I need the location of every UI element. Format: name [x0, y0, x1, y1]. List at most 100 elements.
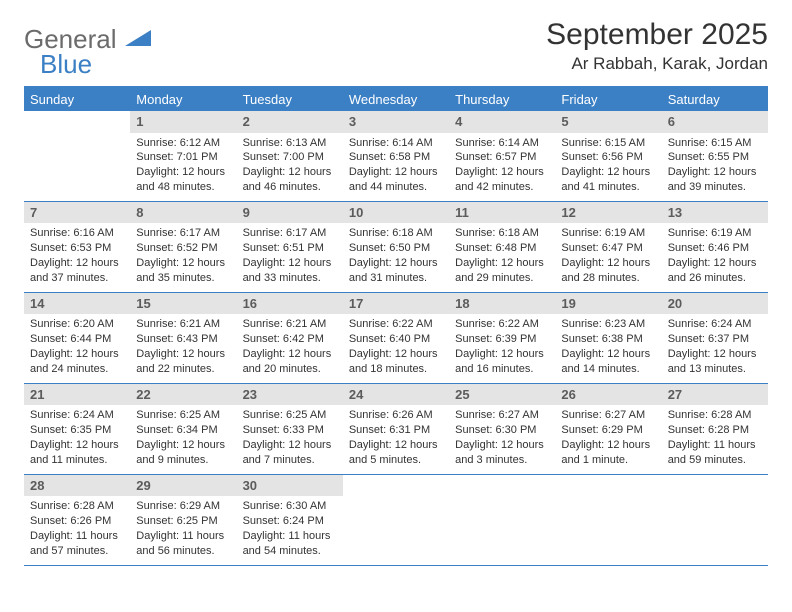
day-cell: 26Sunrise: 6:27 AMSunset: 6:29 PMDayligh…: [555, 384, 661, 474]
day-cell: 29Sunrise: 6:29 AMSunset: 6:25 PMDayligh…: [130, 475, 236, 565]
day-body: Sunrise: 6:24 AMSunset: 6:35 PMDaylight:…: [24, 405, 130, 473]
day-cell: 15Sunrise: 6:21 AMSunset: 6:43 PMDayligh…: [130, 293, 236, 383]
sunrise-text: Sunrise: 6:28 AM: [30, 499, 124, 514]
day-number: 30: [237, 475, 343, 497]
sunset-text: Sunset: 6:46 PM: [668, 241, 762, 256]
sunset-text: Sunset: 6:48 PM: [455, 241, 549, 256]
day-body: Sunrise: 6:25 AMSunset: 6:34 PMDaylight:…: [130, 405, 236, 473]
weekday-header: Saturday: [662, 88, 768, 111]
day-number: 11: [449, 202, 555, 224]
page-title: September 2025: [546, 18, 768, 52]
daylight-text: Daylight: 12 hours and 7 minutes.: [243, 438, 337, 468]
sunset-text: Sunset: 6:43 PM: [136, 332, 230, 347]
daylight-text: Daylight: 12 hours and 29 minutes.: [455, 256, 549, 286]
day-body: Sunrise: 6:13 AMSunset: 7:00 PMDaylight:…: [237, 133, 343, 201]
sunrise-text: Sunrise: 6:27 AM: [455, 408, 549, 423]
day-cell: 20Sunrise: 6:24 AMSunset: 6:37 PMDayligh…: [662, 293, 768, 383]
sunrise-text: Sunrise: 6:28 AM: [668, 408, 762, 423]
day-cell: .: [555, 475, 661, 565]
day-cell: 8Sunrise: 6:17 AMSunset: 6:52 PMDaylight…: [130, 202, 236, 292]
sunrise-text: Sunrise: 6:15 AM: [561, 136, 655, 151]
day-cell: 16Sunrise: 6:21 AMSunset: 6:42 PMDayligh…: [237, 293, 343, 383]
day-cell: 27Sunrise: 6:28 AMSunset: 6:28 PMDayligh…: [662, 384, 768, 474]
daylight-text: Daylight: 12 hours and 13 minutes.: [668, 347, 762, 377]
sunrise-text: Sunrise: 6:14 AM: [349, 136, 443, 151]
day-cell: 22Sunrise: 6:25 AMSunset: 6:34 PMDayligh…: [130, 384, 236, 474]
sunrise-text: Sunrise: 6:18 AM: [455, 226, 549, 241]
day-cell: 10Sunrise: 6:18 AMSunset: 6:50 PMDayligh…: [343, 202, 449, 292]
sunset-text: Sunset: 6:34 PM: [136, 423, 230, 438]
day-number: 20: [662, 293, 768, 315]
sunrise-text: Sunrise: 6:17 AM: [136, 226, 230, 241]
day-number: 2: [237, 111, 343, 133]
sunrise-text: Sunrise: 6:23 AM: [561, 317, 655, 332]
sunrise-text: Sunrise: 6:25 AM: [136, 408, 230, 423]
daylight-text: Daylight: 12 hours and 5 minutes.: [349, 438, 443, 468]
sunrise-text: Sunrise: 6:30 AM: [243, 499, 337, 514]
daylight-text: Daylight: 12 hours and 41 minutes.: [561, 165, 655, 195]
day-number: 13: [662, 202, 768, 224]
day-number: 15: [130, 293, 236, 315]
day-number: 27: [662, 384, 768, 406]
day-number: 4: [449, 111, 555, 133]
day-cell: 6Sunrise: 6:15 AMSunset: 6:55 PMDaylight…: [662, 111, 768, 201]
day-number: 5: [555, 111, 661, 133]
day-cell: 1Sunrise: 6:12 AMSunset: 7:01 PMDaylight…: [130, 111, 236, 201]
day-cell: .: [449, 475, 555, 565]
day-number: 8: [130, 202, 236, 224]
day-body: Sunrise: 6:22 AMSunset: 6:39 PMDaylight:…: [449, 314, 555, 382]
day-body: Sunrise: 6:25 AMSunset: 6:33 PMDaylight:…: [237, 405, 343, 473]
sunset-text: Sunset: 6:52 PM: [136, 241, 230, 256]
day-body: Sunrise: 6:18 AMSunset: 6:50 PMDaylight:…: [343, 223, 449, 291]
day-cell: .: [662, 475, 768, 565]
daylight-text: Daylight: 11 hours and 59 minutes.: [668, 438, 762, 468]
sunrise-text: Sunrise: 6:24 AM: [668, 317, 762, 332]
weeks-container: . 1Sunrise: 6:12 AMSunset: 7:01 PMDayligh…: [24, 111, 768, 566]
day-body: Sunrise: 6:18 AMSunset: 6:48 PMDaylight:…: [449, 223, 555, 291]
sunrise-text: Sunrise: 6:24 AM: [30, 408, 124, 423]
daylight-text: Daylight: 12 hours and 14 minutes.: [561, 347, 655, 377]
sunrise-text: Sunrise: 6:22 AM: [349, 317, 443, 332]
title-block: September 2025 Ar Rabbah, Karak, Jordan: [546, 18, 768, 74]
day-number: 3: [343, 111, 449, 133]
sunset-text: Sunset: 6:55 PM: [668, 150, 762, 165]
sunrise-text: Sunrise: 6:26 AM: [349, 408, 443, 423]
sunset-text: Sunset: 6:30 PM: [455, 423, 549, 438]
daylight-text: Daylight: 12 hours and 1 minute.: [561, 438, 655, 468]
location-text: Ar Rabbah, Karak, Jordan: [546, 54, 768, 74]
weekday-header: Wednesday: [343, 88, 449, 111]
day-number: 29: [130, 475, 236, 497]
week-row: 14Sunrise: 6:20 AMSunset: 6:44 PMDayligh…: [24, 293, 768, 384]
weekday-header: Thursday: [449, 88, 555, 111]
weekday-header: Sunday: [24, 88, 130, 111]
day-number: 24: [343, 384, 449, 406]
day-body: Sunrise: 6:30 AMSunset: 6:24 PMDaylight:…: [237, 496, 343, 564]
day-cell: 21Sunrise: 6:24 AMSunset: 6:35 PMDayligh…: [24, 384, 130, 474]
day-cell: 25Sunrise: 6:27 AMSunset: 6:30 PMDayligh…: [449, 384, 555, 474]
sunset-text: Sunset: 6:31 PM: [349, 423, 443, 438]
sunrise-text: Sunrise: 6:20 AM: [30, 317, 124, 332]
week-row: 21Sunrise: 6:24 AMSunset: 6:35 PMDayligh…: [24, 384, 768, 475]
sunset-text: Sunset: 6:56 PM: [561, 150, 655, 165]
sunrise-text: Sunrise: 6:25 AM: [243, 408, 337, 423]
sunrise-text: Sunrise: 6:17 AM: [243, 226, 337, 241]
daylight-text: Daylight: 12 hours and 33 minutes.: [243, 256, 337, 286]
day-number: 10: [343, 202, 449, 224]
day-number: 14: [24, 293, 130, 315]
day-number: 7: [24, 202, 130, 224]
day-number: 6: [662, 111, 768, 133]
sunset-text: Sunset: 7:00 PM: [243, 150, 337, 165]
sunset-text: Sunset: 6:25 PM: [136, 514, 230, 529]
daylight-text: Daylight: 12 hours and 16 minutes.: [455, 347, 549, 377]
sunset-text: Sunset: 6:58 PM: [349, 150, 443, 165]
sunset-text: Sunset: 6:35 PM: [30, 423, 124, 438]
sunrise-text: Sunrise: 6:19 AM: [668, 226, 762, 241]
weekday-header: Friday: [555, 88, 661, 111]
day-cell: 14Sunrise: 6:20 AMSunset: 6:44 PMDayligh…: [24, 293, 130, 383]
daylight-text: Daylight: 12 hours and 37 minutes.: [30, 256, 124, 286]
sunset-text: Sunset: 6:24 PM: [243, 514, 337, 529]
weekday-header-row: SundayMondayTuesdayWednesdayThursdayFrid…: [24, 88, 768, 111]
day-body: Sunrise: 6:22 AMSunset: 6:40 PMDaylight:…: [343, 314, 449, 382]
logo-text-block: General Blue: [24, 24, 151, 80]
daylight-text: Daylight: 12 hours and 28 minutes.: [561, 256, 655, 286]
